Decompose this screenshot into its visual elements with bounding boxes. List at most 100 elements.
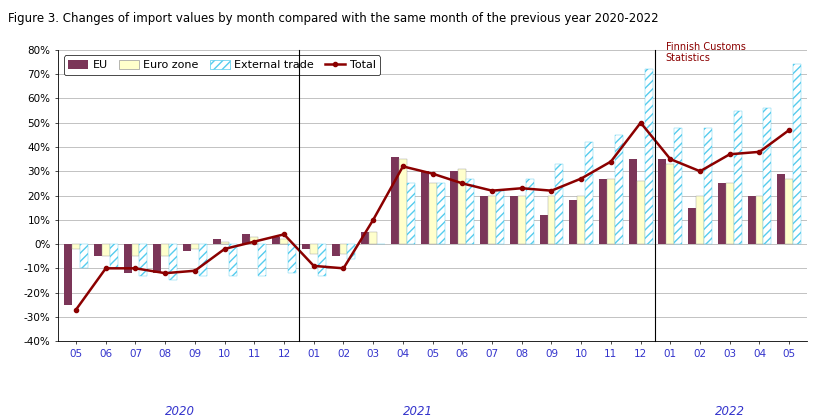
Bar bbox=[466, 178, 474, 244]
Bar bbox=[518, 196, 526, 244]
Bar bbox=[510, 196, 518, 244]
Bar bbox=[250, 237, 258, 244]
Bar bbox=[94, 244, 102, 256]
Bar bbox=[785, 178, 793, 244]
Bar bbox=[72, 244, 80, 249]
Text: Figure 3. Changes of import values by month compared with the same month of the : Figure 3. Changes of import values by mo… bbox=[8, 12, 659, 25]
Bar bbox=[666, 164, 674, 244]
Bar bbox=[556, 164, 563, 244]
Bar bbox=[153, 244, 161, 273]
Total bbox=[161, 271, 171, 276]
Bar bbox=[140, 244, 147, 275]
Total bbox=[577, 176, 587, 181]
Bar bbox=[748, 196, 755, 244]
Bar bbox=[480, 196, 488, 244]
Bar bbox=[547, 196, 556, 244]
Line: Total: Total bbox=[74, 121, 791, 312]
Bar bbox=[437, 183, 444, 244]
Bar bbox=[488, 196, 496, 244]
Bar bbox=[755, 196, 764, 244]
Bar bbox=[280, 239, 288, 244]
Bar bbox=[577, 196, 585, 244]
Total bbox=[71, 307, 81, 312]
Bar bbox=[318, 244, 325, 275]
Bar bbox=[696, 196, 704, 244]
Bar bbox=[310, 244, 318, 254]
Bar bbox=[110, 244, 117, 268]
Total bbox=[131, 266, 141, 271]
Bar bbox=[391, 157, 399, 244]
Bar bbox=[726, 183, 734, 244]
Bar bbox=[169, 244, 177, 280]
Bar bbox=[569, 201, 577, 244]
Bar bbox=[183, 244, 191, 251]
Total bbox=[101, 266, 111, 271]
Bar bbox=[191, 244, 199, 249]
Total bbox=[695, 169, 705, 174]
Total bbox=[755, 149, 765, 154]
Text: 2020: 2020 bbox=[165, 405, 195, 416]
Bar bbox=[607, 178, 615, 244]
Bar bbox=[161, 244, 169, 256]
Bar bbox=[258, 244, 266, 275]
Total bbox=[220, 246, 230, 251]
Bar bbox=[585, 142, 593, 244]
Bar bbox=[339, 244, 348, 254]
Total bbox=[309, 263, 319, 268]
Bar bbox=[428, 183, 437, 244]
Bar bbox=[458, 169, 466, 244]
Bar bbox=[645, 69, 652, 244]
Bar bbox=[64, 244, 72, 305]
Total bbox=[398, 164, 408, 169]
Bar bbox=[793, 64, 801, 244]
Bar bbox=[764, 108, 771, 244]
Total bbox=[785, 128, 795, 133]
Bar bbox=[599, 178, 607, 244]
Total bbox=[487, 188, 497, 193]
Text: 2022: 2022 bbox=[715, 405, 745, 416]
Bar bbox=[213, 239, 220, 244]
Bar bbox=[369, 232, 377, 244]
Bar bbox=[124, 244, 131, 273]
Bar bbox=[540, 215, 547, 244]
Bar bbox=[688, 208, 696, 244]
Bar bbox=[220, 242, 229, 244]
Bar bbox=[658, 159, 666, 244]
Legend: EU, Euro zone, External trade, Total: EU, Euro zone, External trade, Total bbox=[64, 55, 380, 75]
Total bbox=[369, 217, 379, 222]
Bar bbox=[361, 232, 369, 244]
Bar bbox=[229, 244, 236, 275]
Bar bbox=[102, 244, 110, 256]
Total bbox=[666, 156, 676, 161]
Total bbox=[339, 266, 349, 271]
Bar bbox=[302, 244, 310, 249]
Bar bbox=[496, 191, 504, 244]
Bar bbox=[704, 128, 712, 244]
Total bbox=[458, 181, 468, 186]
Bar bbox=[348, 244, 355, 259]
Total bbox=[190, 268, 200, 273]
Bar bbox=[199, 244, 207, 275]
Bar bbox=[734, 111, 741, 244]
Text: 2021: 2021 bbox=[403, 405, 433, 416]
Bar bbox=[421, 171, 428, 244]
Total bbox=[517, 186, 527, 191]
Bar bbox=[615, 135, 623, 244]
Bar bbox=[674, 128, 682, 244]
Bar bbox=[131, 244, 140, 256]
Bar bbox=[718, 183, 726, 244]
Bar bbox=[629, 159, 636, 244]
Bar bbox=[272, 237, 280, 244]
Total bbox=[428, 171, 438, 176]
Bar bbox=[407, 183, 415, 244]
Text: Finnish Customs
Statistics: Finnish Customs Statistics bbox=[666, 42, 745, 63]
Bar bbox=[526, 178, 533, 244]
Total bbox=[725, 152, 735, 157]
Total bbox=[606, 159, 616, 164]
Total bbox=[250, 239, 260, 244]
Bar bbox=[80, 244, 88, 268]
Total bbox=[547, 188, 557, 193]
Bar bbox=[288, 244, 296, 273]
Total bbox=[279, 232, 289, 237]
Bar bbox=[332, 244, 339, 256]
